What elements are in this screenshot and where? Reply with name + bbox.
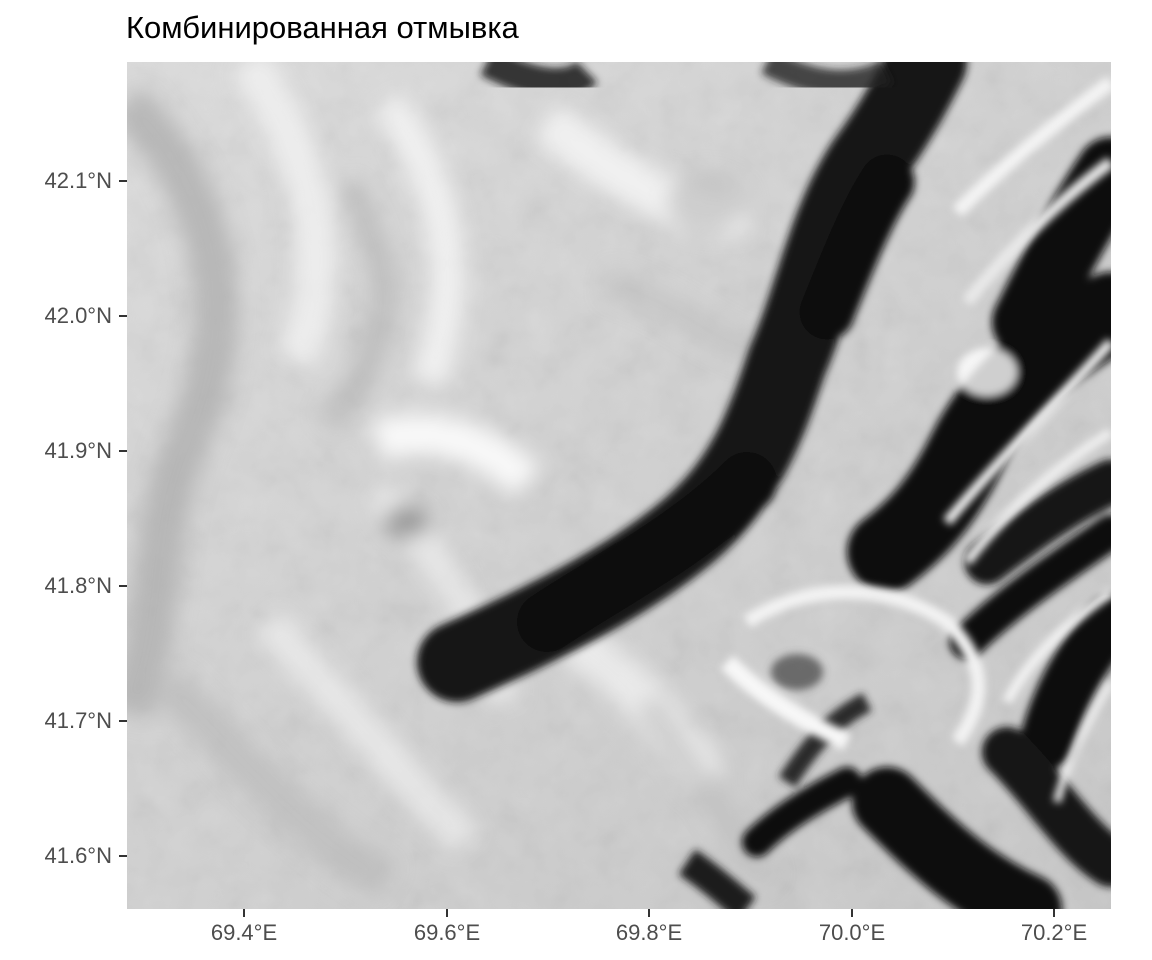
x-tick xyxy=(1053,909,1055,917)
northern-valleys xyxy=(480,62,893,98)
y-tick xyxy=(119,585,127,587)
y-tick-label: 41.7°N xyxy=(44,708,112,733)
x-tick xyxy=(648,909,650,917)
y-tick-label: 41.8°N xyxy=(44,573,112,598)
eastern-ridges xyxy=(720,76,1111,803)
y-tick xyxy=(119,720,127,722)
x-tick-label: 70.2°E xyxy=(1020,920,1088,945)
map-title: Комбинированная отмывка xyxy=(126,10,519,45)
eastern-valleys xyxy=(678,137,1111,909)
hillshade-relief xyxy=(127,62,1111,909)
y-tick-label: 41.9°N xyxy=(44,438,112,463)
x-tick xyxy=(851,909,853,917)
main-valley xyxy=(417,62,967,702)
y-tick xyxy=(119,315,127,317)
y-tick xyxy=(119,180,127,182)
x-tick-label: 69.6°E xyxy=(413,920,481,945)
y-tick-label: 42.1°N xyxy=(44,168,112,193)
x-tick-label: 69.8°E xyxy=(615,920,683,945)
y-tick xyxy=(119,855,127,857)
x-tick-label: 70.0°E xyxy=(818,920,886,945)
y-tick xyxy=(119,450,127,452)
hillshade-map xyxy=(127,62,1111,909)
y-tick-label: 42.0°N xyxy=(44,303,112,328)
x-tick xyxy=(243,909,245,917)
x-tick xyxy=(446,909,448,917)
y-tick-label: 41.6°N xyxy=(44,843,112,868)
x-tick-label: 69.4°E xyxy=(210,920,278,945)
